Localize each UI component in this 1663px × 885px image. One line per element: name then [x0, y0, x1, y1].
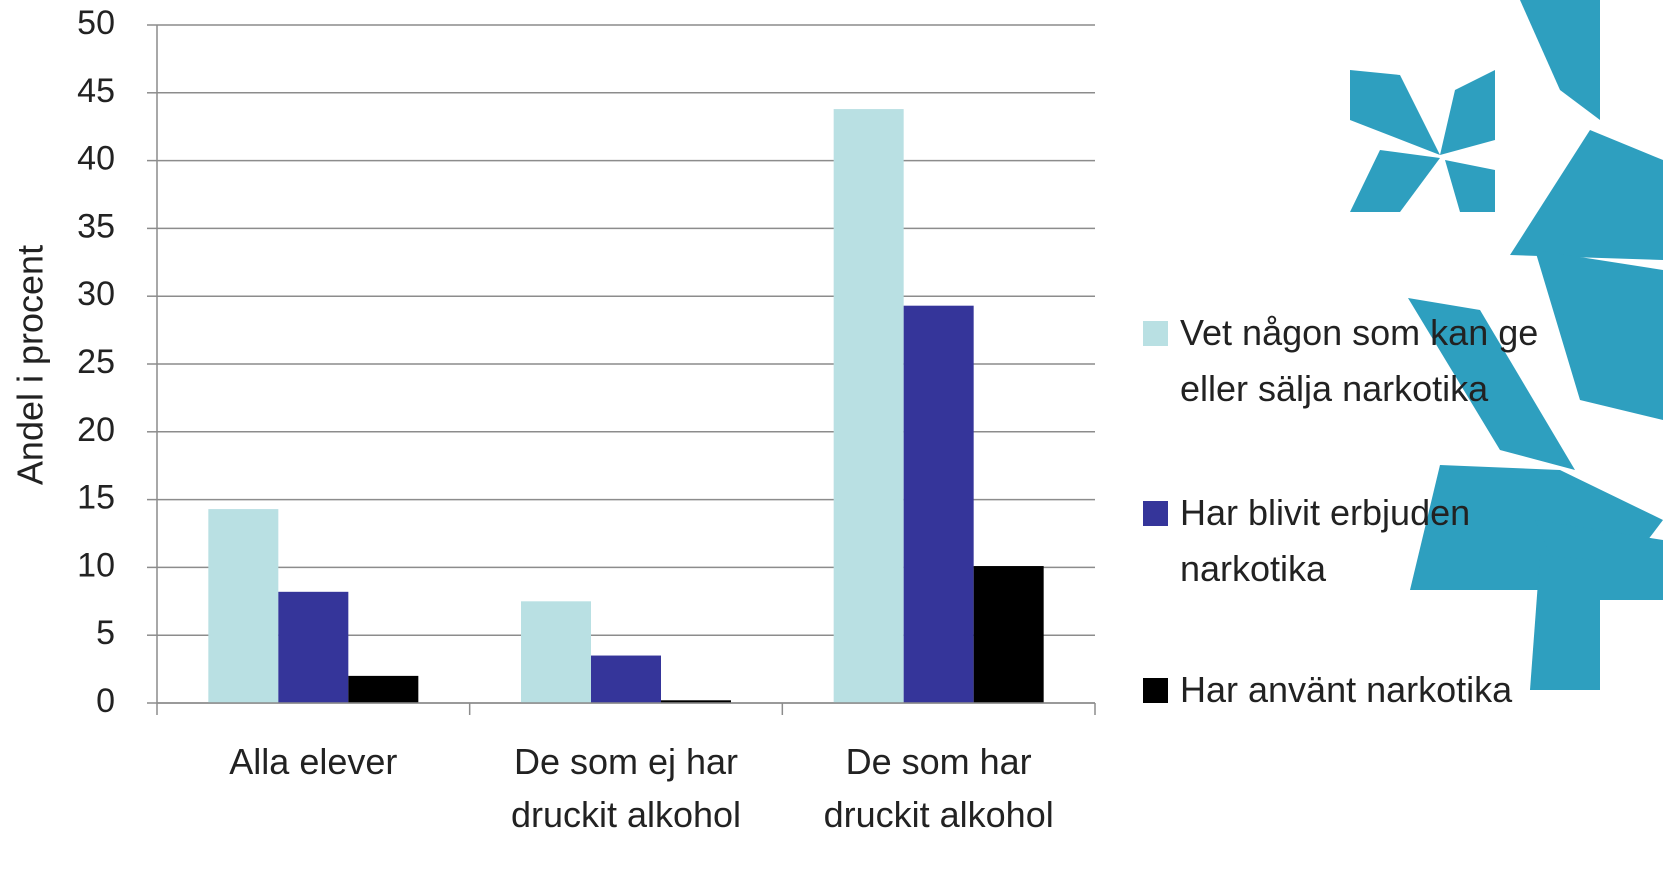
bar — [904, 306, 974, 703]
bar — [834, 109, 904, 703]
y-tick-label: 10 — [77, 546, 115, 584]
y-tick-label: 45 — [77, 72, 115, 110]
legend-label: Vet någon som kan ge eller sälja narkoti… — [1180, 305, 1563, 417]
bar — [348, 676, 418, 703]
y-tick-label: 25 — [77, 343, 115, 381]
legend-label: Har använt narkotika — [1180, 662, 1563, 718]
y-tick-label: 20 — [77, 411, 115, 449]
x-tick-label: De som ej har druckit alkohol — [476, 735, 776, 841]
x-tick-label: Alla elever — [163, 735, 463, 788]
x-tick-label: De som har druckit alkohol — [789, 735, 1089, 841]
legend-item: Har använt narkotika — [1143, 662, 1563, 718]
y-tick-label: 40 — [77, 140, 115, 178]
bar — [208, 509, 278, 703]
legend-label: Har blivit erbjuden narkotika — [1180, 485, 1563, 597]
legend-item: Vet någon som kan ge eller sälja narkoti… — [1143, 305, 1563, 417]
y-tick-label: 35 — [77, 207, 115, 245]
y-tick-label: 5 — [96, 614, 115, 652]
y-axis-label: Andel i procent — [10, 245, 51, 485]
bar — [591, 656, 661, 703]
legend-swatch — [1143, 678, 1168, 703]
y-tick-label: 0 — [96, 682, 115, 720]
y-tick-label: 50 — [77, 4, 115, 42]
legend-item: Har blivit erbjuden narkotika — [1143, 485, 1563, 597]
y-tick-label: 15 — [77, 479, 115, 517]
bar — [974, 566, 1044, 703]
bar — [278, 592, 348, 703]
page: Andel i procent 05101520253035404550 (()… — [0, 0, 1663, 885]
legend-swatch — [1143, 321, 1168, 346]
bar — [521, 601, 591, 703]
legend-swatch — [1143, 501, 1168, 526]
y-tick-label: 30 — [77, 275, 115, 313]
